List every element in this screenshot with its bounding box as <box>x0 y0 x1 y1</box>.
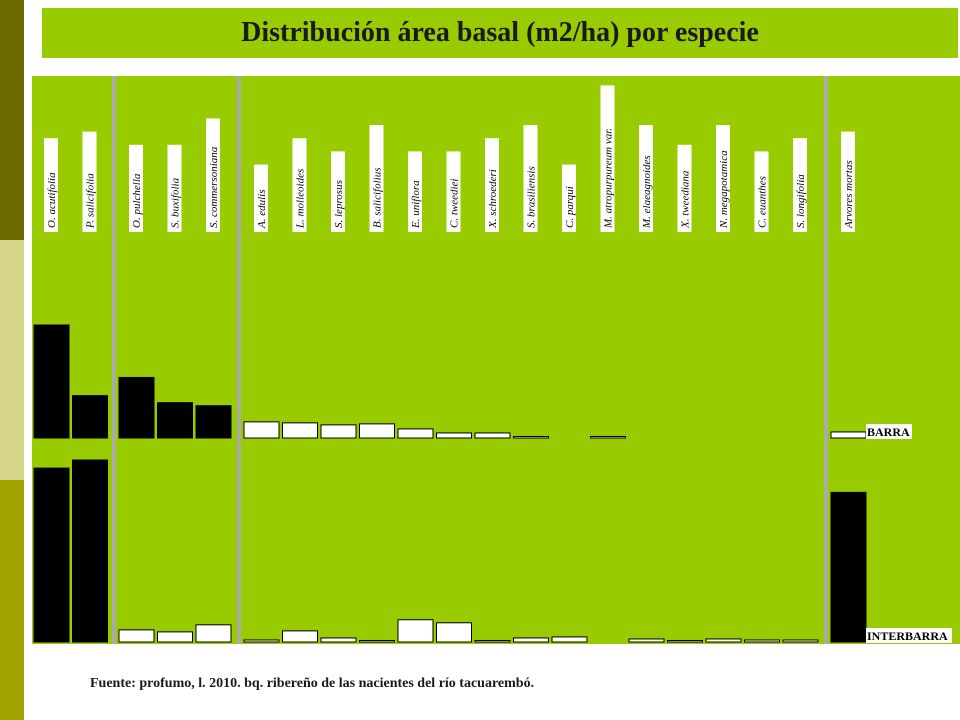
source-note: Fuente: profumo, l. 2010. bq. ribereño d… <box>90 676 535 691</box>
species-label-box <box>600 85 615 233</box>
species-label-box <box>639 125 653 232</box>
species-label: A. edulis <box>256 190 268 230</box>
bar-interbarra <box>118 629 155 643</box>
species-label: S. brasiliensis <box>526 166 538 228</box>
species-label: S. buxifolia <box>170 177 182 228</box>
bar-interbarra <box>782 639 819 643</box>
bar-barra <box>359 423 395 439</box>
species-label: C. parqui <box>564 186 576 228</box>
species-label: P. salicifolia <box>85 173 97 229</box>
bar-barra <box>590 436 626 439</box>
panel-label-box <box>866 424 912 439</box>
species-label: S. leprosus <box>333 180 345 228</box>
bar-interbarra <box>830 491 867 643</box>
bar-barra <box>397 428 434 439</box>
species-label-box <box>129 144 143 232</box>
species-label: B. salicifolius <box>372 168 384 229</box>
group-separator <box>824 76 828 644</box>
bar-interbarra <box>436 622 472 643</box>
panel-label-box <box>866 628 952 643</box>
species-label: Arvores mortas <box>843 160 855 229</box>
species-label-box <box>292 138 307 232</box>
species-label-box <box>446 151 461 232</box>
species-label-box <box>82 131 97 232</box>
group-separator <box>237 76 241 644</box>
bar-interbarra <box>744 639 780 643</box>
panel-label: INTERBARRA <box>867 629 948 643</box>
bar-barra <box>436 432 472 439</box>
bar-interbarra <box>72 459 108 643</box>
chart-area: O. acutifolia P. salicifolia O. pulchella S… <box>32 76 960 644</box>
chart-title: Distribución área basal (m2/ha) por espe… <box>241 17 759 48</box>
species-label-box <box>206 118 220 232</box>
species-label: O. acutifolia <box>46 172 58 228</box>
decor-strip-dark <box>0 0 24 240</box>
species-label: C. euanthes <box>757 176 769 228</box>
bar-barra <box>118 376 155 439</box>
bar-barra <box>282 422 318 439</box>
bar-interbarra <box>705 638 742 643</box>
title-banner: Distribución área basal (m2/ha) por espe… <box>42 8 958 58</box>
bar-interbarra <box>320 637 357 643</box>
bar-interbarra <box>359 640 395 643</box>
bar-interbarra <box>513 637 549 643</box>
bar-barra <box>513 436 549 439</box>
bar-interbarra <box>33 467 70 643</box>
bar-interbarra <box>195 624 232 643</box>
decor-strip-olive <box>0 480 24 720</box>
species-label-box <box>331 151 345 232</box>
species-label-box <box>523 125 538 232</box>
species-label: O. pulchella <box>131 173 143 228</box>
species-label: N. megapotamica <box>718 150 730 229</box>
species-label: M. elaeagnoides <box>641 155 653 229</box>
bar-barra <box>830 431 867 439</box>
species-label: S. commersoniana <box>208 146 220 228</box>
bar-interbarra <box>551 636 588 643</box>
panel-label: BARRA <box>867 425 910 439</box>
species-label-box <box>716 125 730 232</box>
species-label: E. uniflora <box>410 180 422 229</box>
bar-interbarra <box>157 631 193 643</box>
species-label-box <box>793 138 807 232</box>
bar-barra <box>72 395 108 439</box>
species-label-box <box>754 151 769 232</box>
species-label-box <box>562 164 576 232</box>
species-label-box <box>369 125 384 232</box>
species-label-box <box>841 131 855 232</box>
bar-interbarra <box>282 630 318 643</box>
bar-barra <box>320 424 357 439</box>
species-label: X. schroederi <box>487 169 499 229</box>
species-label: X. tweediana <box>680 170 692 229</box>
species-label-box <box>254 164 268 232</box>
group-separator <box>112 76 116 644</box>
species-label-box <box>44 138 58 232</box>
species-label: C. tweediei <box>449 179 461 229</box>
species-label-box <box>167 144 182 232</box>
species-label-box <box>485 138 499 232</box>
bar-interbarra <box>667 640 703 643</box>
bar-barra <box>195 405 232 439</box>
bar-interbarra <box>243 639 280 643</box>
species-label-box <box>408 151 422 232</box>
species-label: S. longifolia <box>795 174 807 228</box>
decor-strip-light <box>0 240 24 480</box>
bar-interbarra <box>397 619 434 643</box>
chart-svg: O. acutifolia P. salicifolia O. pulchella S… <box>32 76 960 644</box>
species-label-box <box>677 144 692 232</box>
bar-barra <box>474 432 511 439</box>
species-label: M. atropurpureum var. <box>603 128 615 229</box>
bar-barra <box>243 421 280 439</box>
bar-interbarra <box>628 638 665 643</box>
species-label: L. molleoides <box>295 169 307 229</box>
bar-barra <box>33 324 70 439</box>
bar-barra <box>157 402 193 439</box>
bar-interbarra <box>474 640 511 643</box>
